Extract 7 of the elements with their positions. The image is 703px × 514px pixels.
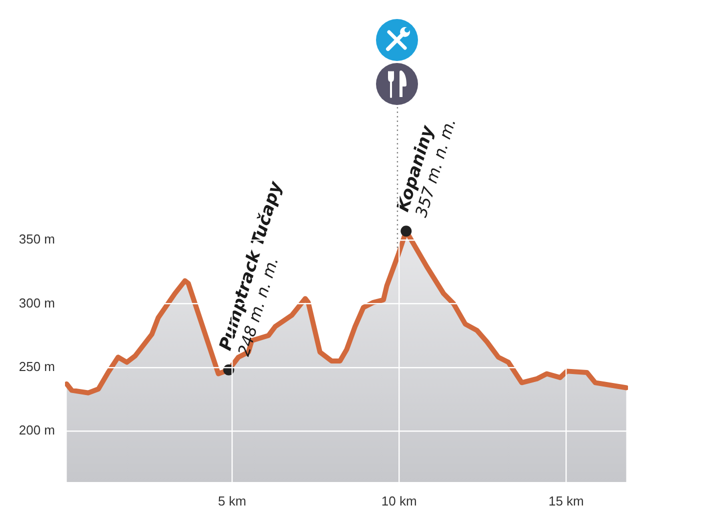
y-tick-label: 200 m — [18, 422, 55, 438]
x-tick-label: 5 km — [218, 493, 246, 508]
x-tick-label: 15 km — [548, 493, 584, 508]
x-tick-label: 10 km — [381, 493, 417, 508]
y-tick-label: 250 m — [18, 358, 55, 374]
y-tick-label: 350 m — [18, 232, 55, 247]
y-tick-label: 300 m — [18, 295, 55, 310]
